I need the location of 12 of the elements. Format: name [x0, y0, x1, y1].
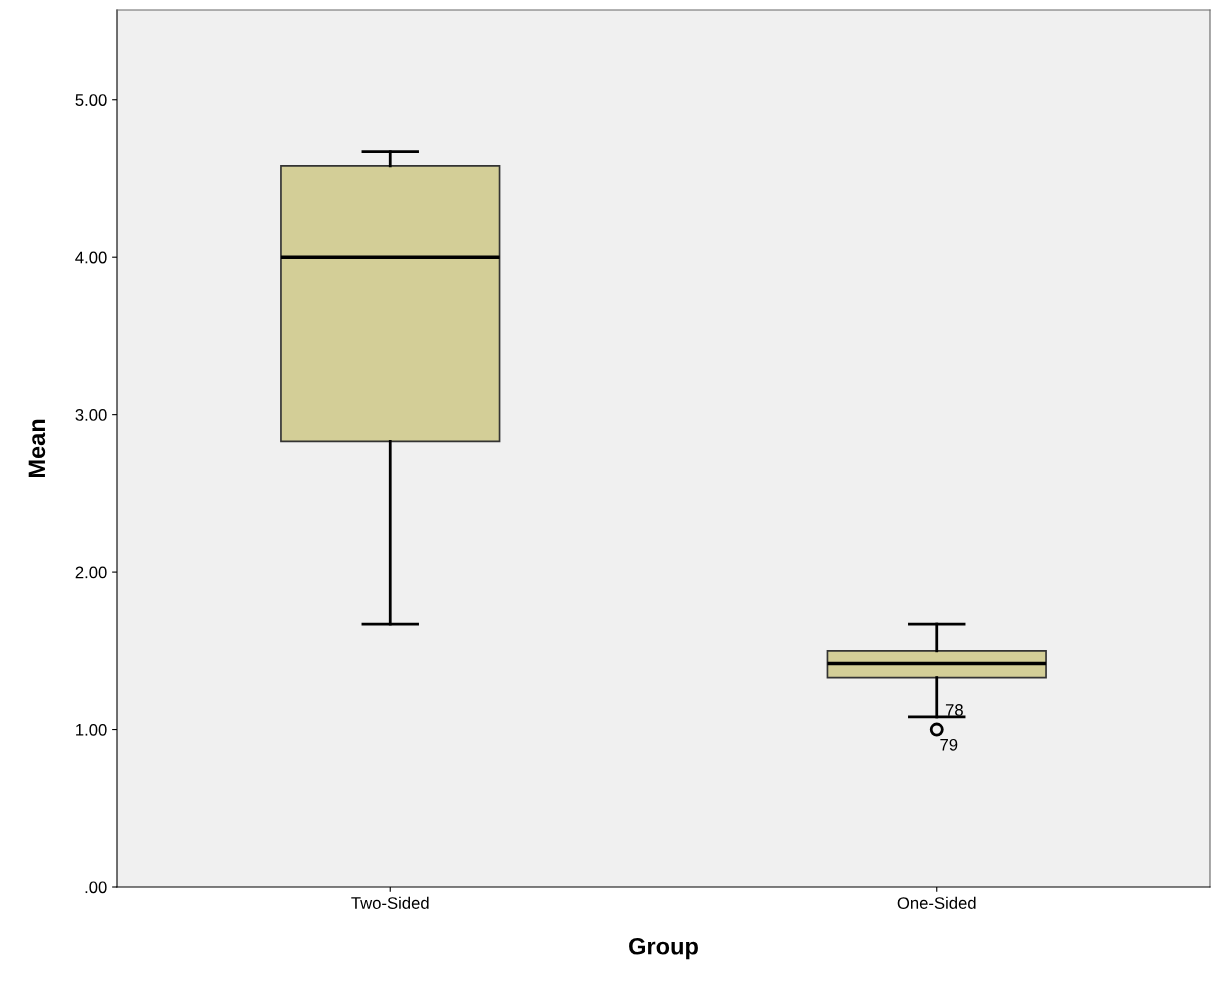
- x-axis-title: Group: [629, 937, 698, 960]
- x-tick-label: Two-Sided: [351, 896, 429, 909]
- y-tick-label: 1.00: [76, 723, 107, 736]
- y-tick-label: 5.00: [75, 94, 107, 106]
- y-tick-label: 4.00: [75, 251, 107, 264]
- y-axis-title: Mean: [28, 419, 46, 478]
- y-tick-label: 3.00: [75, 409, 107, 421]
- y-tick-label: 2.00: [75, 566, 107, 579]
- annotation: 79: [940, 738, 958, 751]
- y-tick-label: .00: [85, 881, 107, 894]
- x-tick-label: One-Sided: [897, 896, 976, 909]
- annotation: 78: [945, 704, 963, 716]
